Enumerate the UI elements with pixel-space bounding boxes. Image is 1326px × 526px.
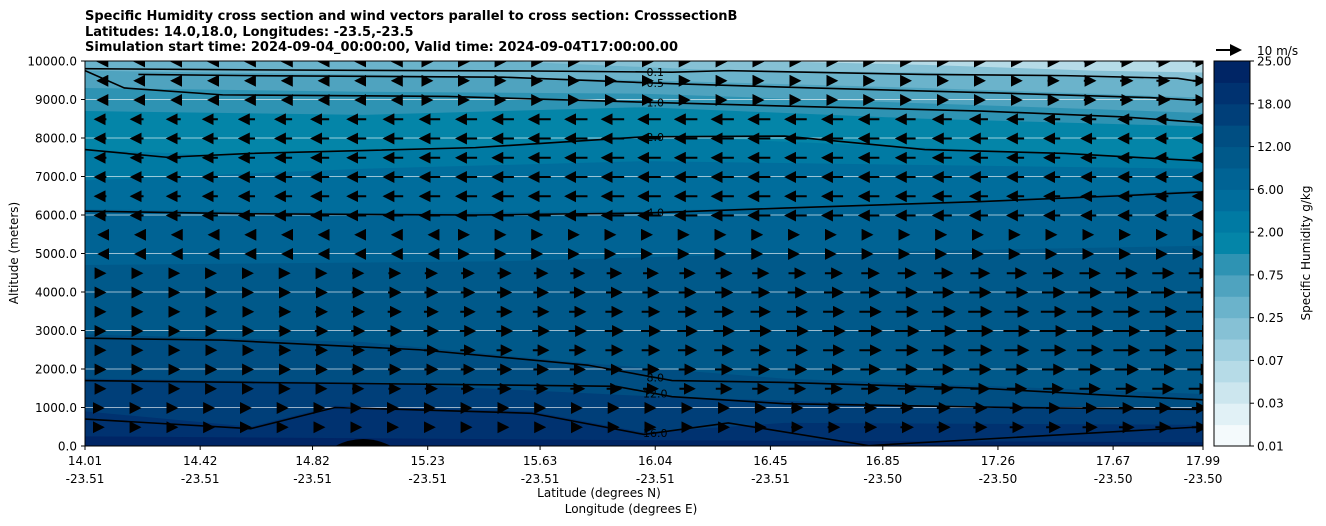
x-tick-label-lat: 17.26 (981, 454, 1015, 468)
x-tick-label-lat: 15.63 (523, 454, 557, 468)
colorbar-swatch (1214, 125, 1250, 148)
colorbar-tick-label: 12.00 (1257, 140, 1291, 154)
colorbar-swatch (1214, 146, 1250, 169)
title-line-1: Specific Humidity cross section and wind… (85, 9, 738, 24)
x-tick-label-lon: -23.51 (181, 472, 220, 486)
x-tick-label-lon: -23.50 (1094, 472, 1133, 486)
colorbar-swatch (1214, 210, 1250, 233)
colorbar-swatch (1214, 296, 1250, 319)
contour-label: 0.5 (646, 77, 664, 90)
y-tick-label: 10000.0 (27, 55, 77, 69)
x-tick-label-lon: -23.51 (408, 472, 447, 486)
colorbar-swatch (1214, 167, 1250, 190)
wind-vectors (92, 61, 1203, 434)
y-tick-label: 5000.0 (35, 247, 77, 261)
y-tick-label: 8000.0 (35, 132, 77, 146)
x-tick-label-lon: -23.50 (979, 472, 1018, 486)
y-tick-label: 2000.0 (35, 363, 77, 377)
colorbar-tick-label: 0.03 (1257, 397, 1284, 411)
terrain-bump (335, 439, 392, 446)
x-axis-label-lon: Longitude (degrees E) (565, 502, 698, 516)
colorbar-swatch (1214, 403, 1250, 426)
colorbar-tick-label: 0.75 (1257, 268, 1284, 282)
colorbar-swatch (1214, 424, 1250, 447)
colorbar-tick-label: 25.00 (1257, 55, 1291, 69)
colorbar-frame (1213, 60, 1251, 447)
contour-label: 8.0 (646, 371, 664, 384)
x-tick-label-lat: 17.67 (1096, 454, 1130, 468)
x-tick-label-lon: -23.51 (751, 472, 790, 486)
contour-label: 4.0 (646, 207, 664, 220)
y-tick-label: 7000.0 (35, 170, 77, 184)
title-line-2: Latitudes: 14.0,18.0, Longitudes: -23.5,… (85, 24, 414, 40)
x-tick-label-lat: 17.99 (1186, 454, 1220, 468)
quiver-key-label: 10 m/s (1257, 44, 1298, 58)
colorbar-tick-label: 0.01 (1257, 440, 1284, 454)
y-tick-label: 9000.0 (35, 93, 77, 107)
x-tick-label-lon: -23.51 (66, 472, 105, 486)
colorbar-swatch (1214, 253, 1250, 276)
contour-line (85, 406, 1203, 446)
x-tick-label-lat: 14.42 (183, 454, 217, 468)
colorbar-swatch (1214, 381, 1250, 404)
colorbar-tick-label: 2.00 (1257, 226, 1284, 240)
x-tick-label-lat: 14.01 (68, 454, 102, 468)
contour-label: 1.0 (646, 97, 664, 110)
x-tick-label-lon: -23.51 (293, 472, 332, 486)
colorbar-swatch (1214, 82, 1250, 105)
colorbar-swatch (1214, 189, 1250, 212)
y-tick-label: 6000.0 (35, 209, 77, 223)
chart-title: Specific Humidity cross section and wind… (85, 9, 737, 56)
title-line-3: Simulation start time: 2024-09-04_00:00:… (85, 40, 678, 55)
colorbar-swatch (1214, 103, 1250, 126)
axes: 0.0 1000.0 2000.0 3000.0 4000.0 5000.0 6000.0 7… (27, 55, 1222, 487)
contour-label: 2.0 (646, 131, 664, 144)
x-tick-label-lon: -23.50 (1184, 472, 1223, 486)
x-tick-label-lon: -23.50 (863, 472, 902, 486)
y-axis-label: Altitude (meters) (7, 202, 21, 304)
colorbar-tick-label: 0.07 (1257, 354, 1284, 368)
x-tick-label-lat: 14.82 (295, 454, 329, 468)
x-tick-label-lat: 16.45 (753, 454, 787, 468)
fill-band-upper-7 (85, 61, 1203, 81)
x-axis-label-lat: Latitude (degrees N) (537, 486, 661, 500)
y-tick-label: 0.0 (58, 440, 77, 454)
colorbar-swatch (1214, 61, 1250, 83)
contour-label: 16.0 (643, 427, 668, 440)
y-tick-label: 4000.0 (35, 286, 77, 300)
quiver-key: 10 m/s (1216, 44, 1298, 58)
colorbar-swatch (1214, 360, 1250, 383)
x-tick-label-lat: 16.04 (638, 454, 672, 468)
x-tick-label-lon: -23.51 (521, 472, 560, 486)
contour-line (85, 337, 1203, 401)
y-tick-label: 3000.0 (35, 324, 77, 338)
x-tick-label-lat: 16.85 (866, 454, 900, 468)
x-tick-label-lat: 15.23 (411, 454, 445, 468)
contour-line (85, 67, 1203, 83)
colorbar-swatch (1214, 274, 1250, 297)
colorbar-swatch (1214, 232, 1250, 254)
colorbar-swatch (1214, 317, 1250, 340)
colorbar-swatch (1214, 339, 1250, 361)
x-tick-label-lon: -23.51 (636, 472, 675, 486)
fill-band-lower-2 (85, 405, 1203, 446)
colorbar: 0.01 0.03 0.07 0.25 0.75 2.00 6.00 12.00 18.00 25… (1213, 55, 1291, 454)
colorbar-tick-label: 18.00 (1257, 97, 1291, 111)
y-tick-label: 1000.0 (35, 401, 77, 415)
colorbar-tick-label: 0.25 (1257, 311, 1284, 325)
colorbar-tick-label: 6.00 (1257, 183, 1284, 197)
colorbar-label: Specific Humidity g/kg (1299, 186, 1313, 321)
